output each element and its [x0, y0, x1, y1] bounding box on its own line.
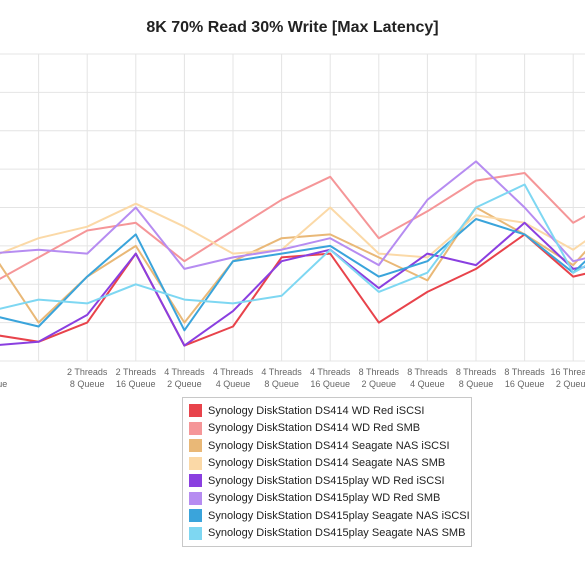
legend-item[interactable]: Synology DiskStation DS414 WD Red SMB [189, 420, 465, 438]
legend-swatch [189, 509, 202, 523]
legend-swatch [189, 404, 202, 418]
legend-item[interactable]: Synology DiskStation DS415play WD Red iS… [189, 472, 465, 490]
x-tick-label: 4 Threads [261, 367, 302, 377]
legend-swatch [189, 421, 202, 435]
series-line-4 [0, 202, 585, 259]
x-tick-label: 16 Queue [505, 379, 545, 389]
x-tick-label: 8 Queue [70, 379, 105, 389]
x-tick-label: 4 Queue [216, 379, 251, 389]
x-axis-tick-labels: 1 Queue 2 Threads 8 Queue 2 Threads 16 Queue… [0, 367, 585, 389]
line-chart: 1 Queue 2 Threads 8 Queue 2 Threads 16 Queue… [0, 53, 585, 389]
gridlines [0, 53, 585, 362]
x-tick-label: 8 Threads [407, 367, 448, 377]
x-tick-label: 2 Threads [67, 367, 108, 377]
legend-item[interactable]: Synology DiskStation DS415play WD Red SM… [189, 490, 465, 508]
legend-label: Synology DiskStation DS415play WD Red iS… [208, 474, 445, 487]
series-line-2 [0, 172, 585, 280]
legend-item[interactable]: Synology DiskStation DS414 Seagate NAS i… [189, 437, 465, 455]
series-line-5 [0, 221, 585, 347]
legend-label: Synology DiskStation DS414 Seagate NAS S… [208, 457, 446, 470]
legend-item[interactable]: Synology DiskStation DS415play Seagate N… [189, 507, 470, 525]
x-tick-label: 1 Queue [0, 379, 7, 389]
legend-swatch [189, 491, 202, 505]
legend-label: Synology DiskStation DS415play Seagate N… [208, 527, 466, 540]
series-line-8 [0, 183, 585, 310]
legend-swatch [189, 439, 202, 453]
x-tick-label: 8 Threads [504, 367, 545, 377]
legend-item[interactable]: Synology DiskStation DS414 WD Red iSCSI [189, 402, 465, 420]
x-tick-label: 8 Queue [264, 379, 299, 389]
chart-title: 8K 70% Read 30% Write [Max Latency] [146, 19, 439, 36]
x-tick-label: 4 Threads [164, 367, 205, 377]
legend-swatch [189, 456, 202, 470]
x-tick-label: 4 Queue [410, 379, 445, 389]
x-tick-label: 16 Queue [116, 379, 156, 389]
x-tick-label: 16 Threads [551, 367, 585, 377]
series-lines [0, 160, 585, 347]
x-tick-label: 2 Queue [556, 379, 585, 389]
x-tick-label: 8 Threads [456, 367, 497, 377]
chart-legend: Synology DiskStation DS414 WD Red iSCSI S… [182, 397, 472, 547]
x-tick-label: 8 Threads [359, 367, 400, 377]
series-line-7 [0, 218, 585, 332]
legend-label: Synology DiskStation DS414 WD Red iSCSI [208, 404, 425, 417]
x-tick-label: 4 Threads [213, 367, 254, 377]
legend-swatch [189, 474, 202, 488]
legend-label: Synology DiskStation DS414 WD Red SMB [208, 422, 421, 435]
legend-item[interactable]: Synology DiskStation DS415play Seagate N… [189, 525, 465, 543]
x-tick-label: 2 Queue [362, 379, 397, 389]
legend-label: Synology DiskStation DS414 Seagate NAS i… [208, 439, 450, 452]
legend-label: Synology DiskStation DS415play Seagate N… [208, 509, 470, 522]
legend-item[interactable]: Synology DiskStation DS414 Seagate NAS S… [189, 455, 465, 473]
x-tick-label: 4 Threads [310, 367, 351, 377]
x-tick-label: 2 Queue [167, 379, 202, 389]
series-line-6 [0, 160, 585, 270]
legend-swatch [189, 526, 202, 540]
x-tick-label: 2 Threads [116, 367, 157, 377]
x-tick-label: 8 Queue [459, 379, 494, 389]
legend-label: Synology DiskStation DS415play WD Red SM… [208, 492, 441, 505]
x-tick-label: 16 Queue [310, 379, 350, 389]
